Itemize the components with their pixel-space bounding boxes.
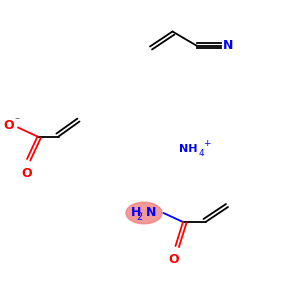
Text: H: H	[130, 206, 141, 219]
Text: O: O	[3, 118, 13, 132]
Text: O: O	[22, 167, 32, 179]
Ellipse shape	[126, 202, 162, 224]
Text: N: N	[146, 206, 156, 219]
Text: N: N	[223, 39, 233, 52]
Text: ⁻: ⁻	[14, 116, 20, 126]
Text: NH: NH	[178, 143, 197, 154]
Text: 2: 2	[136, 212, 143, 222]
Text: 4: 4	[199, 149, 205, 158]
Text: +: +	[203, 139, 211, 148]
Text: O: O	[169, 253, 179, 266]
